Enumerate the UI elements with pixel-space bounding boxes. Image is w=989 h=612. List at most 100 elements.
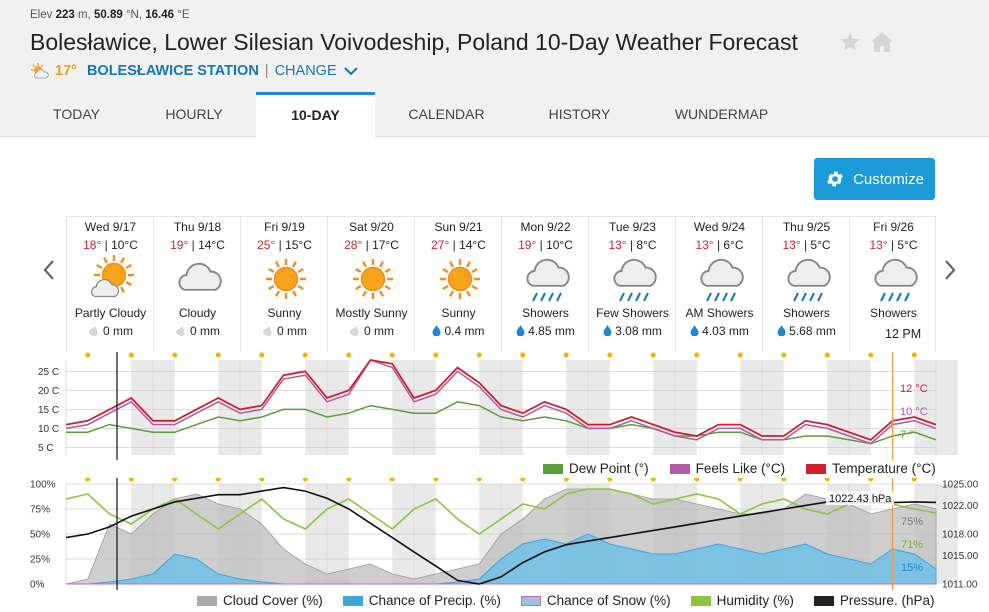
lon-unit: °E bbox=[177, 9, 190, 21]
day-card[interactable]: Fri 9/19 25° | 15°C Sunny 0 mm bbox=[240, 216, 327, 352]
legend-humidity: Humidity (%) bbox=[716, 593, 794, 608]
hover-time-label: 12 PM bbox=[883, 326, 924, 342]
sunset-marker bbox=[911, 478, 917, 482]
legend-swatch-humidity bbox=[690, 595, 711, 606]
station-name[interactable]: BOLESŁAWICE STATION bbox=[86, 63, 259, 79]
day-card[interactable]: Sat 9/20 28° | 17°C Mostly Sunny 0 mm bbox=[327, 216, 414, 352]
day-card[interactable]: Fri 9/26 13° | 5°C Showers bbox=[849, 216, 936, 352]
customize-label: Customize bbox=[853, 170, 924, 188]
sunset-marker bbox=[128, 478, 134, 482]
favorite-star-icon[interactable] bbox=[839, 31, 861, 53]
precip-value: 5.68 mm bbox=[789, 324, 836, 338]
high-temp: 27° bbox=[431, 238, 450, 252]
precip-chart[interactable]: 100% 75% 50% 25% 0% 1025.00 1022.00 1018.00 1015… bbox=[0, 478, 989, 590]
sunset-marker bbox=[302, 352, 308, 358]
precip-value: 0 mm bbox=[277, 324, 307, 338]
low-temp: 14°C bbox=[198, 238, 225, 252]
day-card[interactable]: Sun 9/21 27° | 14°C Sunny 0.4 mm bbox=[414, 216, 501, 352]
day-label: Wed 9/24 bbox=[693, 220, 746, 234]
raindrop-icon bbox=[516, 325, 525, 337]
showers-icon bbox=[526, 258, 570, 302]
day-card[interactable]: Wed 9/24 13° | 6°C AM Showers 4.03 mm bbox=[675, 216, 762, 352]
temperature-line bbox=[65, 359, 937, 441]
day-temps: 13° | 5°C bbox=[869, 238, 918, 252]
tab-today[interactable]: TODAY bbox=[53, 106, 100, 122]
raindrop-icon bbox=[603, 325, 612, 337]
home-icon[interactable] bbox=[870, 31, 894, 53]
showers-icon bbox=[700, 258, 744, 302]
lat-unit: °N, bbox=[125, 9, 143, 21]
day-card[interactable]: Mon 9/22 19° | 10°C Showers 4.85 mm bbox=[501, 216, 588, 352]
day-card[interactable]: Wed 9/17 18° | 10°C Partly Cloudy 0 mm bbox=[66, 216, 153, 352]
legend-swatch-precip bbox=[342, 595, 363, 606]
condition-text: Showers bbox=[870, 306, 917, 320]
low-temp: 6°C bbox=[723, 238, 744, 252]
day-card[interactable]: Thu 9/18 19° | 14°C Cloudy 0 mm bbox=[153, 216, 240, 352]
sunrise-marker bbox=[346, 478, 352, 482]
sunrise-marker bbox=[868, 478, 874, 482]
temperature-chart[interactable]: 25 C 20 C 15 C 10 C 5 C 12 °C 10 °C 7 ° bbox=[0, 352, 989, 460]
no-rain-drop-icon bbox=[176, 326, 185, 337]
weather-icon-wrap bbox=[610, 255, 658, 308]
day-temps: 27° | 14°C bbox=[431, 238, 486, 252]
change-station-link[interactable]: CHANGE bbox=[274, 63, 337, 79]
day-label: Mon 9/22 bbox=[520, 220, 571, 234]
condition-text: Partly Cloudy bbox=[74, 306, 147, 320]
chevron-down-icon[interactable] bbox=[343, 65, 359, 77]
y-tick-left: 25% bbox=[30, 555, 50, 566]
previous-arrow-icon[interactable] bbox=[42, 258, 56, 282]
low-temp: 5°C bbox=[897, 238, 918, 252]
condition-text: AM Showers bbox=[685, 306, 754, 320]
sunset-marker bbox=[389, 478, 395, 482]
sunset-marker bbox=[824, 478, 830, 482]
day-card[interactable]: Tue 9/23 13° | 8°C Few Showers 3.08 mm bbox=[588, 216, 675, 352]
y-tick-label: 15 C bbox=[38, 405, 59, 416]
precip-amount: 0 mm bbox=[328, 324, 415, 338]
y-tick-label: 20 C bbox=[38, 386, 59, 397]
y-tick-right: 1018.00 bbox=[942, 530, 979, 541]
separator: | bbox=[264, 63, 269, 79]
no-rain-drop-icon bbox=[263, 326, 272, 337]
sunrise-marker bbox=[694, 352, 700, 358]
legend-swatch-feels bbox=[669, 463, 690, 474]
sunset-marker bbox=[650, 352, 656, 358]
elev-value: 223 bbox=[55, 9, 75, 21]
showers-icon bbox=[613, 258, 657, 302]
sunrise-marker bbox=[85, 478, 91, 482]
precip-amount: 0 mm bbox=[67, 324, 154, 338]
tab-history[interactable]: HISTORY bbox=[548, 106, 611, 122]
elev-label: Elev bbox=[30, 9, 53, 21]
precip-value: 0 mm bbox=[103, 324, 133, 338]
weather-icon-wrap bbox=[871, 255, 919, 308]
current-precip-label: 15% bbox=[901, 562, 923, 574]
current-cloud-label: 75% bbox=[901, 516, 923, 528]
day-card[interactable]: Thu 9/25 13° | 5°C Showers 5.68 mm bbox=[762, 216, 849, 352]
sunrise-marker bbox=[520, 478, 526, 482]
tab-wundermap[interactable]: WUNDERMAP bbox=[674, 106, 769, 122]
low-temp: 10°C bbox=[111, 238, 138, 252]
customize-button[interactable]: Customize bbox=[814, 158, 935, 200]
next-arrow-icon[interactable] bbox=[943, 258, 957, 282]
legend-temperature: Temperature (°C) bbox=[832, 461, 936, 476]
raindrop-icon bbox=[432, 325, 441, 337]
sunset-marker bbox=[737, 478, 743, 482]
tab-hourly[interactable]: HOURLY bbox=[165, 106, 223, 122]
sunrise-marker bbox=[607, 352, 613, 358]
sunrise-marker bbox=[259, 478, 265, 482]
y-tick-left: 100% bbox=[30, 480, 56, 491]
y-tick-right: 1011.00 bbox=[942, 580, 978, 591]
high-temp: 13° bbox=[695, 238, 714, 252]
tab-10-day[interactable]: 10-DAY bbox=[256, 92, 375, 137]
condition-text: Cloudy bbox=[178, 306, 217, 320]
pressure-line bbox=[65, 486, 937, 585]
sunset-marker bbox=[911, 352, 917, 358]
precip-value: 4.03 mm bbox=[702, 324, 749, 338]
precip-value: 0.4 mm bbox=[444, 324, 485, 338]
precip-value: 4.85 mm bbox=[528, 324, 575, 338]
day-label: Fri 9/26 bbox=[873, 220, 914, 234]
sunrise-marker bbox=[433, 478, 439, 482]
legend-swatch-snow bbox=[520, 595, 541, 606]
tab-calendar[interactable]: CALENDAR bbox=[408, 106, 485, 122]
weather-icon-wrap bbox=[523, 255, 571, 308]
low-temp: 8°C bbox=[636, 238, 657, 252]
